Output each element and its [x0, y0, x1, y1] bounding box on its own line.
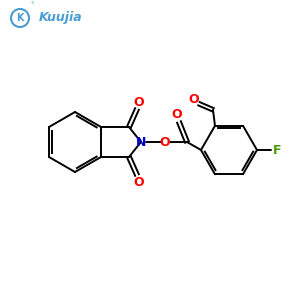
- Text: O: O: [134, 176, 144, 188]
- Text: O: O: [189, 93, 199, 106]
- Text: °: °: [30, 2, 34, 8]
- Text: Kuujia: Kuujia: [39, 11, 82, 25]
- Text: K: K: [16, 13, 24, 23]
- Text: O: O: [134, 95, 144, 109]
- Text: F: F: [273, 143, 281, 157]
- Text: O: O: [172, 109, 182, 122]
- Text: O: O: [160, 136, 170, 148]
- Text: N: N: [136, 136, 146, 148]
